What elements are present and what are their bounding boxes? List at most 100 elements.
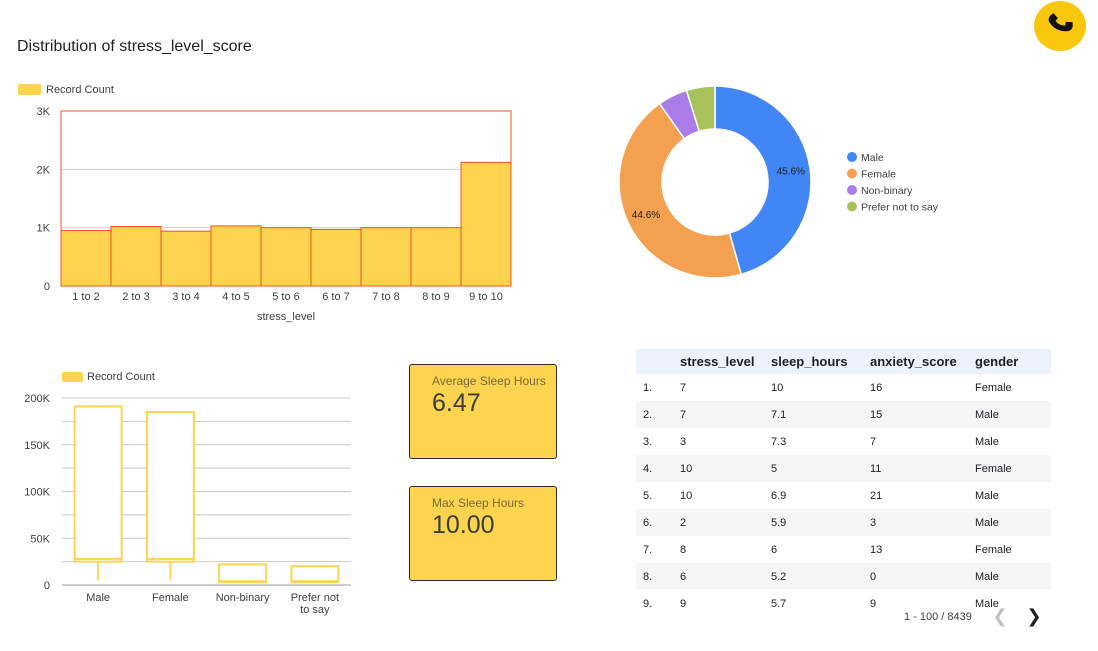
x-tick-label: 7 to 8 [372,291,400,303]
chevron-left-icon[interactable]: ❮ [992,606,1008,626]
table-row[interactable]: 5. 10 6.9 21 Male [636,482,1051,509]
table-cell: 9. [636,590,680,607]
bar [260,227,312,287]
y-tick-label: 100K [24,487,50,499]
phone-icon [1045,9,1075,44]
x-tick-label: 8 to 9 [422,291,450,303]
table-cell: Female [975,455,1051,482]
table-cell: 7. [636,536,680,563]
x-tick-label: 2 to 3 [122,291,150,303]
bar [210,225,262,287]
legend-label: Non-binary [861,185,913,197]
bar [110,226,162,287]
legend-swatch [62,372,83,382]
x-axis-title: stress_level [257,311,315,323]
slice-value-label: 45.6% [777,166,805,177]
x-tick-label: Male [86,592,110,604]
column-header[interactable] [636,349,680,374]
table-cell: 16 [870,374,975,401]
x-tick-label: Non-binary [216,592,270,604]
bar [360,227,412,287]
table-cell: 7.1 [771,401,870,428]
x-tick-label: Female [152,592,189,604]
column-header-gender[interactable]: gender [975,349,1051,374]
table-cell: 0 [870,563,975,590]
x-tick-label: 4 to 5 [222,291,250,303]
table-cell: 2. [636,401,680,428]
table-row[interactable]: 6. 2 5.9 3 Male [636,509,1051,536]
table-cell: Male [975,482,1051,509]
slice-value-label: 44.6% [632,210,660,221]
legend-label: Prefer not to say [861,202,939,214]
table-cell: 8. [636,563,680,590]
table-cell: 13 [870,536,975,563]
page-title: Distribution of stress_level_score [17,38,252,55]
column-header-stress-level[interactable]: stress_level [680,349,771,374]
table-row[interactable]: 9. 9 5.7 9 Male [636,590,1051,607]
legend-dot [847,201,857,212]
bar [160,230,212,287]
y-tick-label: 0 [44,580,50,592]
table-cell: Female [975,374,1051,401]
table-cell: 5.9 [771,509,870,536]
legend-swatch [18,84,41,95]
table-row[interactable]: 8. 6 5.2 0 Male [636,563,1051,590]
table-cell: 8 [680,536,771,563]
table-cell: 10 [771,374,870,401]
table-cell: 1. [636,374,680,401]
x-tick-label: to say [300,604,330,616]
table-row[interactable]: 2. 7 7.1 15 Male [636,401,1051,428]
donut-slice [685,85,716,133]
table-cell: 4. [636,455,680,482]
box [145,411,195,563]
chevron-right-icon[interactable]: ❯ [1026,606,1042,626]
box [73,405,123,563]
table-cell: 3 [680,428,771,455]
table-cell: 7 [680,374,771,401]
table-cell: 6. [636,509,680,536]
x-tick-label: 5 to 6 [272,291,300,303]
table-cell: 3. [636,428,680,455]
legend-label: Record Count [46,84,114,96]
table-row[interactable]: 7. 8 6 13 Female [636,536,1051,563]
y-tick-label: 2K [37,164,51,176]
y-tick-label: 150K [24,440,50,452]
scorecard-label: Average Sleep Hours [432,374,546,388]
data-table: stress_level sleep_hours anxiety_score g… [636,349,1051,607]
table-cell: 3 [870,509,975,536]
scorecard-max-sleep[interactable]: Max Sleep Hours 10.00 [409,486,557,581]
column-header-anxiety-score[interactable]: anxiety_score [870,349,975,374]
table-cell: 11 [870,455,975,482]
bar [60,230,112,287]
table-cell: 5.2 [771,563,870,590]
table-cell: 7 [870,428,975,455]
table-cell: 10 [680,482,771,509]
y-tick-label: 3K [37,106,51,118]
table-cell: Female [975,536,1051,563]
legend-label: Female [861,169,896,181]
bar [460,161,512,287]
x-tick-label: 3 to 4 [172,291,200,303]
table-cell: 5. [636,482,680,509]
y-tick-label: 50K [30,533,50,545]
table-cell: 9 [680,590,771,607]
scorecard-value: 10.00 [432,511,495,539]
legend-dot [847,152,857,162]
table-cell: Male [975,401,1051,428]
box [290,565,340,584]
table-row[interactable]: 4. 10 5 11 Female [636,455,1051,482]
logo [1034,1,1086,51]
scorecard-average-sleep[interactable]: Average Sleep Hours 6.47 [409,364,557,459]
table-cell: Male [975,509,1051,536]
y-tick-label: 0 [44,281,50,293]
x-tick-label: Prefer not [291,592,339,604]
donut-slice [618,102,743,279]
table-row[interactable]: 3. 3 7.3 7 Male [636,428,1051,455]
column-header-sleep-hours[interactable]: sleep_hours [771,349,870,374]
legend-dot [847,168,857,179]
table-cell: Male [975,428,1051,455]
table-row[interactable]: 1. 7 10 16 Female [636,374,1051,401]
